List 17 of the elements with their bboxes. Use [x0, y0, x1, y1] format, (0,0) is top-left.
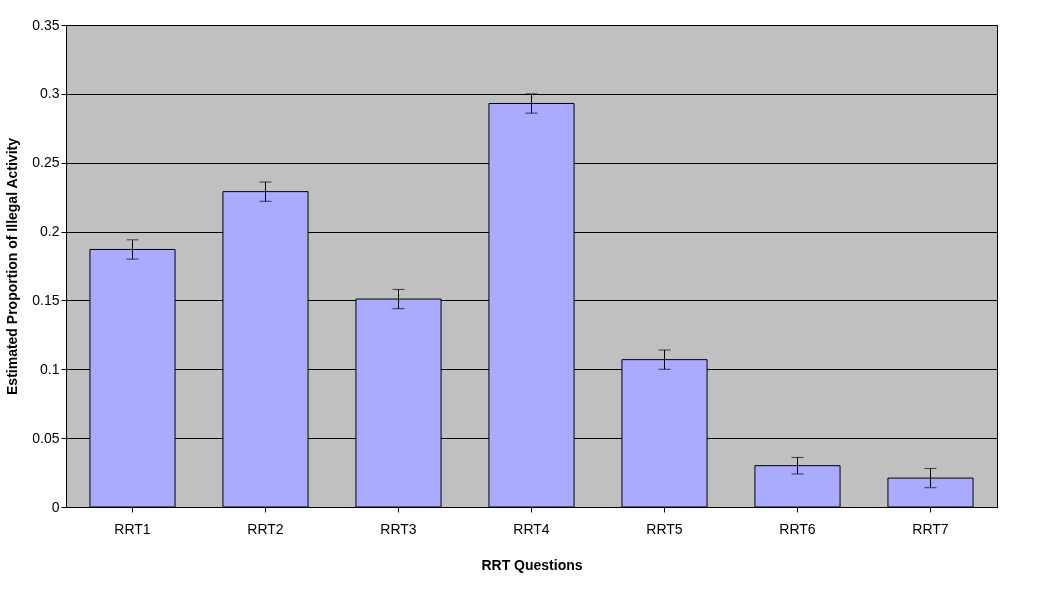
y-axis-title: Estimated Proportion of Illegal Activity — [4, 137, 21, 395]
y-tick-label: 0.15 — [32, 291, 60, 308]
x-tick-label: RRT1 — [114, 520, 151, 537]
x-tick-label: RRT3 — [380, 520, 417, 537]
x-tick-label: RRT6 — [779, 520, 816, 537]
x-tick-label: RRT7 — [912, 520, 949, 537]
x-tick-label: RRT2 — [247, 520, 284, 537]
y-tick-label: 0.25 — [32, 154, 60, 171]
x-tick-label: RRT4 — [513, 520, 550, 537]
y-tick-label: 0.3 — [40, 85, 60, 102]
y-tick-label: 0 — [51, 498, 60, 515]
x-axis-title: RRT Questions — [481, 556, 583, 573]
y-tick-label: 0.1 — [40, 360, 60, 377]
y-tick-label: 0.2 — [40, 223, 60, 240]
y-tick-label: 0.05 — [32, 429, 60, 446]
x-tick-label: RRT5 — [646, 520, 683, 537]
y-tick-label: 0.35 — [32, 16, 60, 33]
